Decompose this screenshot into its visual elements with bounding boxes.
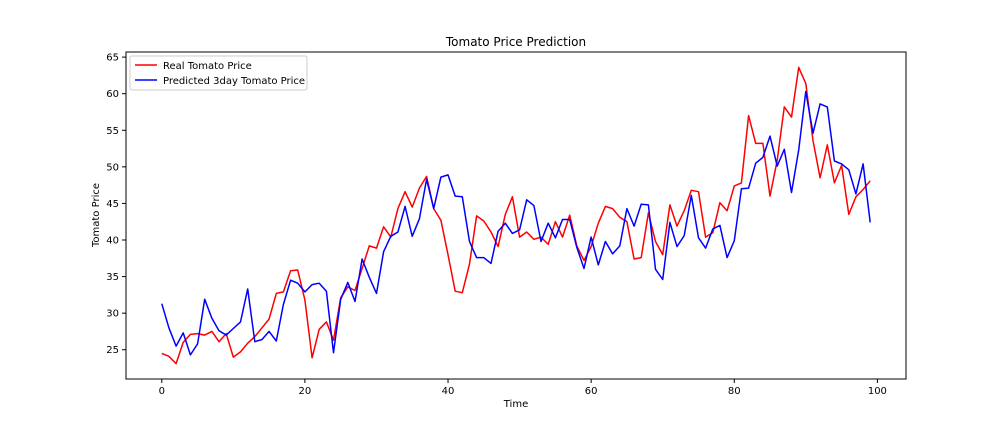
y-tick-label: 45 [106, 199, 119, 210]
y-axis: 25 30 35 40 45 50 55 60 65 [106, 53, 126, 356]
x-tick-label: 20 [299, 386, 312, 397]
x-tick-label: 0 [159, 386, 165, 397]
x-tick-label: 100 [868, 386, 887, 397]
x-axis: 0 20 40 60 80 100 [159, 379, 887, 397]
legend-box [129, 55, 308, 91]
y-tick-label: 65 [106, 53, 119, 64]
series-line-real [161, 66, 871, 365]
legend: Real Tomato Price Predicted 3day Tomato … [129, 55, 308, 91]
y-tick-label: 60 [106, 89, 119, 100]
series-lines [161, 66, 871, 365]
y-tick-label: 55 [106, 126, 119, 137]
y-tick-label: 35 [106, 272, 119, 283]
x-tick-label: 60 [585, 386, 598, 397]
y-tick-label: 30 [106, 309, 119, 320]
legend-label-predicted: Predicted 3day Tomato Price [163, 76, 305, 87]
series-line-predicted [161, 90, 871, 356]
y-tick-label: 50 [106, 162, 119, 173]
legend-label-real: Real Tomato Price [163, 61, 252, 72]
x-axis-label: Time [503, 399, 528, 410]
x-tick-label: 40 [442, 386, 455, 397]
y-tick-label: 25 [106, 345, 119, 356]
plot-area-frame [125, 51, 907, 380]
x-tick-label: 80 [728, 386, 741, 397]
y-tick-label: 40 [106, 236, 119, 247]
y-axis-label: Tomato Price [91, 183, 102, 248]
chart-title: Tomato Price Prediction [445, 35, 586, 49]
